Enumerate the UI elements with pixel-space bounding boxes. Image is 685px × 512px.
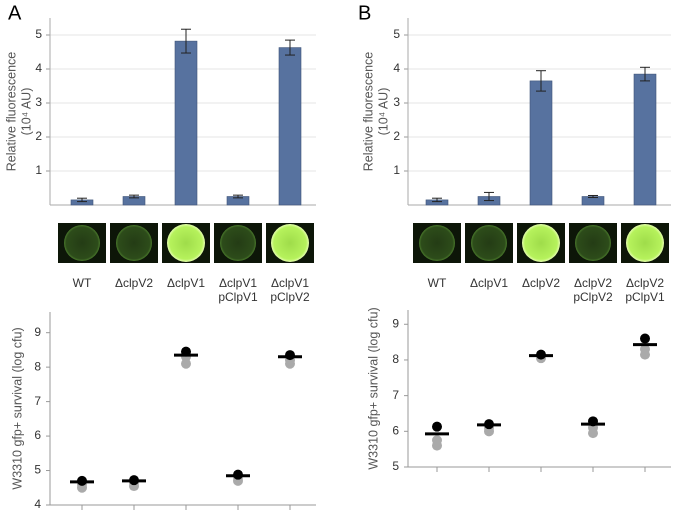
- error-bar: [484, 191, 494, 202]
- replicate-dot: [640, 333, 650, 344]
- error-bar: [233, 194, 243, 199]
- x-tick-label: ΔclpV1 pClpV2: [270, 276, 310, 304]
- x-tick-label: ΔclpV1 pClpV1: [218, 276, 258, 304]
- colony: [271, 224, 309, 262]
- x-tick-label: ΔclpV1: [167, 276, 205, 290]
- panel-label: A: [8, 2, 22, 24]
- y-tick-label: 7: [34, 394, 41, 408]
- y-axis-label: W3310 gfp+ survival (log cfu): [366, 307, 380, 469]
- bar: [633, 73, 657, 206]
- y-tick-label: 3: [35, 95, 42, 109]
- replicate-dot: [285, 350, 295, 361]
- error-bar: [129, 194, 139, 199]
- x-tick-label: ΔclpV2: [522, 276, 560, 290]
- y-axis-label: Relative fluorescence: [361, 52, 375, 172]
- error-bar: [588, 194, 598, 199]
- y-tick-label: 2: [35, 129, 42, 143]
- y-tick-label: 4: [35, 61, 42, 75]
- x-tick-label: ΔclpV1: [470, 276, 508, 290]
- y-tick-label: 4: [393, 61, 400, 75]
- colony: [419, 225, 455, 261]
- x-tick-label: WT: [73, 276, 92, 290]
- replicate-dot: [432, 435, 442, 446]
- y-tick-label: 1: [393, 163, 400, 177]
- x-tick-label: WT: [428, 276, 447, 290]
- colony: [522, 224, 560, 262]
- y-tick-label: 5: [35, 27, 42, 41]
- bar: [278, 47, 302, 206]
- y-tick-label: 6: [392, 423, 399, 437]
- colony: [575, 225, 611, 261]
- y-axis-label: (10⁴ AU): [19, 88, 33, 136]
- y-axis-label: Relative fluorescence: [4, 52, 18, 172]
- colony: [626, 224, 664, 262]
- replicate-dot: [432, 421, 442, 432]
- replicate-dot: [181, 358, 191, 369]
- replicate-dot: [640, 344, 650, 355]
- x-tick-label: ΔclpV2 pClpV1: [625, 276, 665, 304]
- bar: [174, 40, 198, 206]
- y-tick-label: 5: [392, 459, 399, 473]
- colony: [471, 225, 507, 261]
- y-tick-label: 5: [393, 27, 400, 41]
- error-bar: [77, 197, 87, 203]
- y-tick-label: 8: [392, 352, 399, 366]
- y-tick-label: 9: [34, 325, 41, 339]
- y-tick-label: 7: [392, 388, 399, 402]
- colony: [167, 224, 205, 262]
- error-bar: [285, 39, 295, 56]
- y-axis-label: (10⁴ AU): [376, 88, 390, 136]
- colony: [116, 225, 152, 261]
- y-tick-label: 4: [34, 497, 41, 511]
- y-tick-label: 8: [34, 359, 41, 373]
- colony: [64, 225, 100, 261]
- bar: [529, 80, 553, 206]
- x-tick-label: ΔclpV2 pClpV2: [573, 276, 613, 304]
- y-tick-label: 2: [393, 129, 400, 143]
- error-bar: [432, 197, 442, 203]
- error-bar: [181, 28, 191, 54]
- y-tick-label: 5: [34, 463, 41, 477]
- colony: [220, 225, 256, 261]
- y-tick-label: 3: [393, 95, 400, 109]
- error-bar: [536, 70, 546, 92]
- y-tick-label: 6: [34, 428, 41, 442]
- x-tick-label: ΔclpV2: [115, 276, 153, 290]
- y-tick-label: 9: [392, 316, 399, 330]
- y-tick-label: 1: [35, 163, 42, 177]
- y-axis-label: W3310 gfp+ survival (log cfu): [10, 327, 24, 489]
- panel-label: B: [358, 2, 371, 24]
- error-bar: [640, 66, 650, 82]
